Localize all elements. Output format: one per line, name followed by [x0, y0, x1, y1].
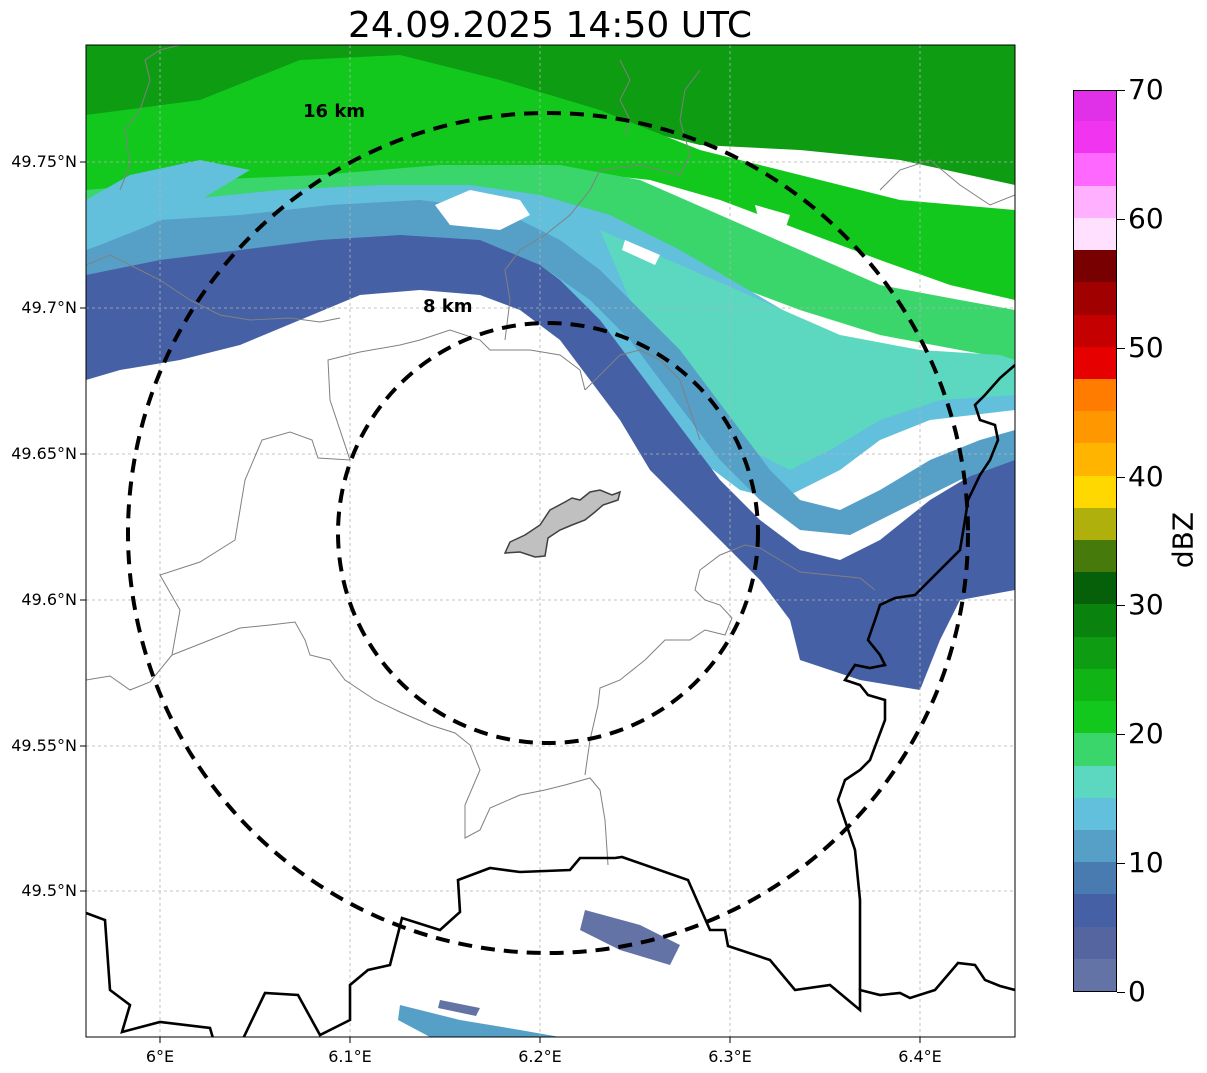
map-title: 24.09.2025 14:50 UTC [347, 5, 753, 46]
colorbar-tick-label: 30 [1128, 588, 1164, 622]
colorbar-segment [1074, 958, 1116, 991]
echo-cyan-west [86, 160, 250, 250]
colorbar-tick-label: 70 [1128, 73, 1164, 106]
radar-site-area [503, 489, 622, 558]
echo-south-2 [398, 1005, 560, 1037]
echo-blue-light [86, 200, 1015, 535]
colorbar-tick-label: 0 [1128, 975, 1146, 1008]
colorbar-segment [1074, 185, 1116, 218]
colorbar-segment [1074, 861, 1116, 895]
range-rings [126, 111, 970, 955]
border-east [836, 364, 1015, 990]
colorbar-segment [1074, 507, 1116, 540]
colorbar-tick-label: 50 [1128, 330, 1164, 364]
colorbar-segment [1074, 281, 1116, 315]
echo-blue [86, 215, 1015, 690]
range-ring-16km [126, 111, 970, 955]
range-ring-label-16km: 16 km [303, 101, 366, 122]
range-ring-label-8km: 8 km [423, 296, 473, 317]
colorbar-segment [1074, 410, 1116, 444]
colorbar-tick [1117, 90, 1125, 91]
colorbar-unit: dBZ [1166, 511, 1200, 569]
echo-south-1 [580, 910, 680, 965]
colorbar-segment [1074, 926, 1116, 959]
colorbar-segment [1074, 152, 1116, 186]
lat-tick-label: 49.6°N [21, 590, 77, 609]
colorbar-segment [1074, 765, 1116, 798]
colorbar-tick-label: 10 [1128, 846, 1164, 880]
colorbar-tick [1117, 476, 1125, 478]
colorbar [1073, 90, 1117, 992]
colorbar-tick [1117, 734, 1125, 736]
colorbar-tick-label: 40 [1128, 459, 1164, 493]
colorbar-tick [1117, 992, 1125, 993]
colorbar-tick [1117, 863, 1125, 865]
colorbar-segment [1074, 893, 1116, 927]
colorbar-segment [1074, 346, 1116, 379]
echo-gap-1 [435, 190, 530, 230]
border-west-south [86, 911, 215, 1037]
colorbar-segment [1074, 797, 1116, 830]
colorbar-segment [1074, 700, 1116, 734]
colorbar-tick-label: 20 [1128, 717, 1164, 751]
colorbar-tick [1117, 605, 1125, 607]
colorbar-segment [1074, 378, 1116, 412]
lon-tick-label: 6.2°E [518, 1047, 562, 1066]
colorbar-segment [1074, 475, 1116, 508]
echo-gap-3 [622, 240, 660, 265]
colorbar-segment [1074, 732, 1116, 766]
colorbar-segment [1074, 217, 1116, 251]
colorbar-tick [1117, 347, 1125, 349]
colorbar-segment [1074, 314, 1116, 347]
precipitation-echoes [86, 45, 1015, 1037]
national-borders [86, 364, 1015, 1037]
plot-frame [85, 44, 1016, 1038]
colorbar-segment [1074, 668, 1116, 702]
colorbar-segment [1074, 603, 1116, 637]
lon-tick-label: 6.1°E [328, 1047, 372, 1066]
colorbar-tick [1117, 218, 1125, 220]
colorbar-segment [1074, 829, 1116, 863]
range-ring-8km [336, 321, 760, 745]
colorbar-segment [1074, 539, 1116, 573]
lon-tick-label: 6.3°E [708, 1047, 752, 1066]
lat-tick-label: 49.65°N [11, 444, 77, 463]
colorbar-segment [1074, 120, 1116, 154]
colorbar-segment [1074, 636, 1116, 669]
colorbar-segment [1074, 442, 1116, 476]
axis-ticks [80, 161, 921, 1043]
border-south [242, 855, 1015, 1037]
colorbar-segment [1074, 249, 1116, 283]
echo-teal [600, 230, 1015, 470]
echo-green [86, 55, 1015, 300]
lon-tick-label: 6°E [145, 1047, 175, 1066]
echo-south-3 [438, 1000, 480, 1016]
lat-tick-label: 49.75°N [11, 152, 77, 171]
colorbar-segment [1074, 91, 1116, 122]
colorbar-segment [1074, 571, 1116, 605]
admin-boundaries [86, 45, 1015, 866]
lat-tick-label: 49.55°N [11, 736, 77, 755]
lat-tick-label: 49.7°N [21, 298, 77, 317]
lon-tick-label: 6.4°E [898, 1047, 942, 1066]
colorbar-tick-label: 60 [1128, 201, 1164, 235]
echo-gap-2 [755, 205, 790, 230]
lat-tick-label: 49.5°N [21, 881, 77, 900]
